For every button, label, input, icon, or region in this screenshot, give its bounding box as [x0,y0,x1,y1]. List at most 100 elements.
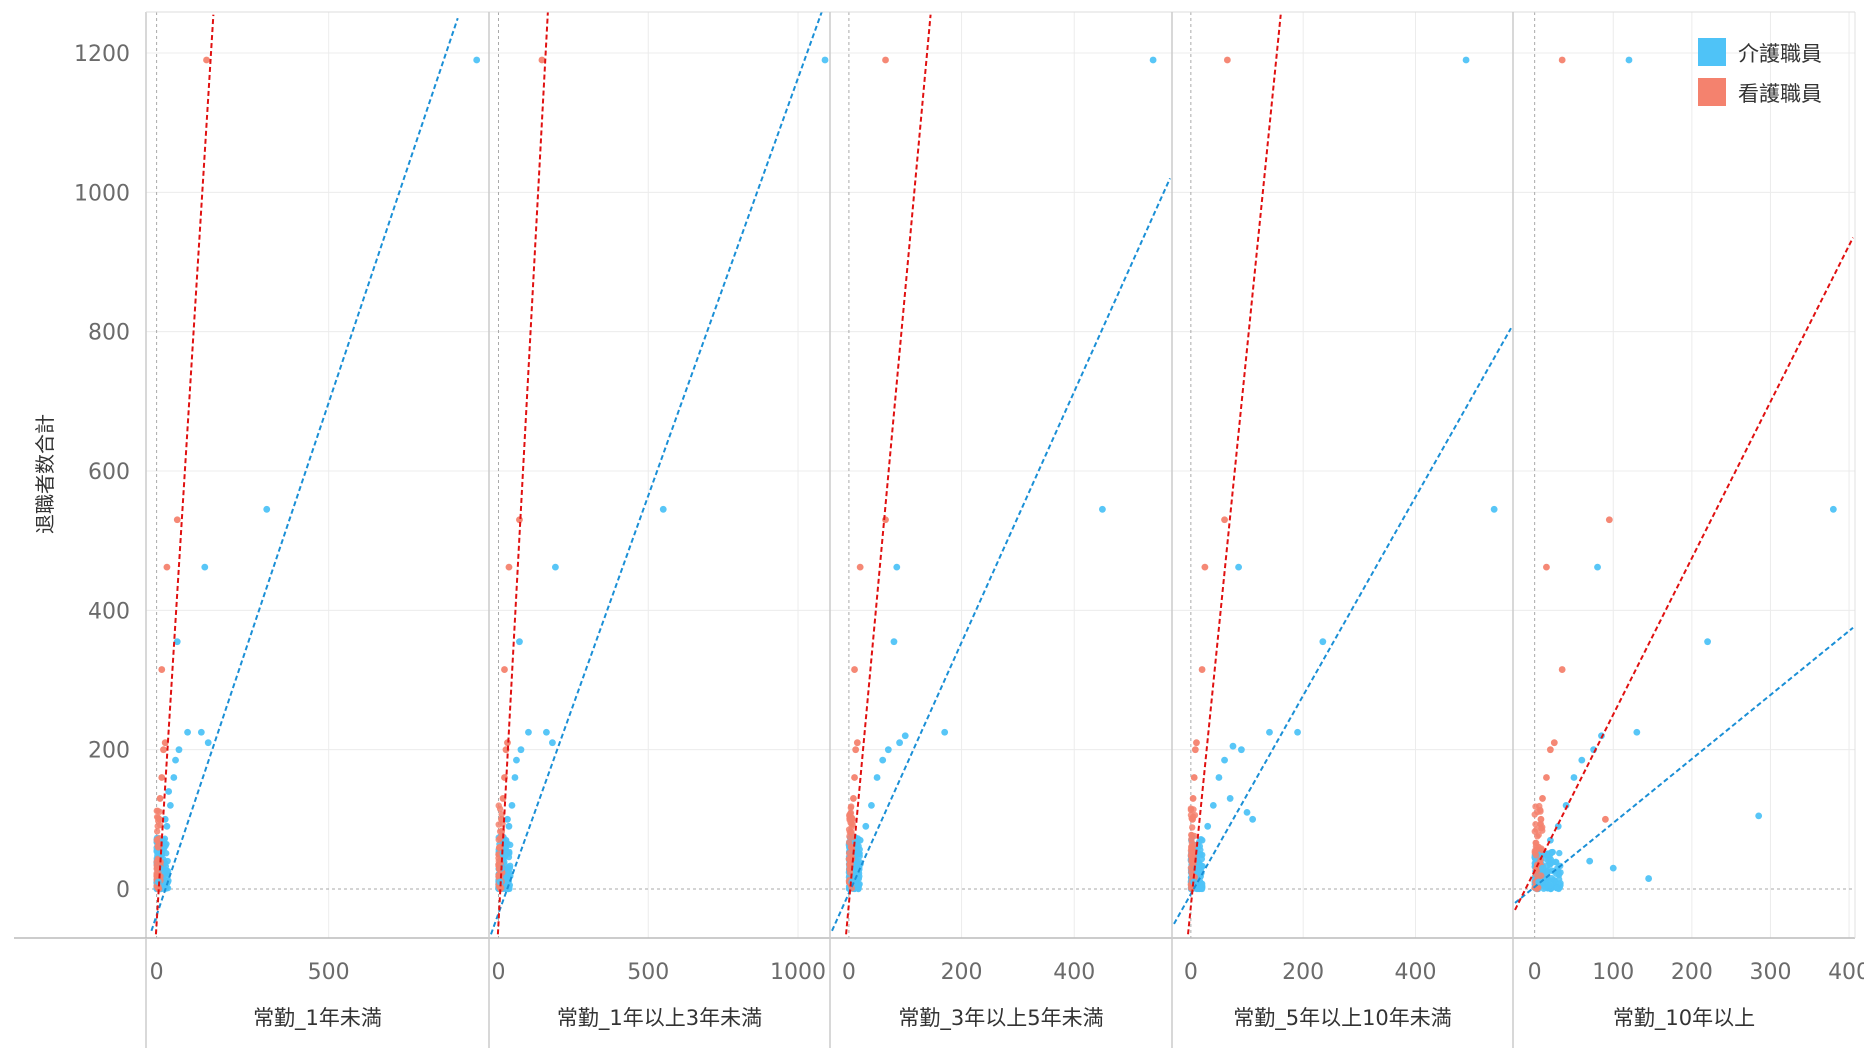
care-point [502,836,510,844]
nurse-point [173,516,181,524]
care-cluster-point [1548,874,1555,882]
nurse-point [156,795,164,802]
care-point [1099,505,1106,513]
care-trendline-p2 [490,12,823,935]
care-point [508,802,516,809]
legend-label-care[interactable]: 介護職員 [1738,42,1822,66]
care-point [513,756,520,764]
care-point [165,788,173,795]
nurse-trendline-p4 [1187,14,1282,935]
care-point [1249,815,1257,823]
legend-label-nurse[interactable]: 看護職員 [1738,82,1822,106]
nurse-trendline-p5 [1514,237,1854,911]
care-point [1229,742,1237,750]
panel-title-5: 常勤_10年以上 [1613,1006,1755,1031]
nurse-point [501,666,508,673]
care-point [166,802,174,809]
nurse-point [1189,815,1196,823]
care-point [893,563,901,571]
nurse-point [1539,795,1546,802]
care-point [1215,774,1223,781]
nurse-cluster-point [495,802,502,809]
x-tick-label-p5-300: 300 [1749,960,1791,985]
care-point [1319,638,1327,646]
care-cluster-point [1541,884,1549,891]
x-tick-label-p4-400: 400 [1395,960,1437,985]
care-point [172,756,179,764]
care-point [1195,850,1203,858]
axes-layer [14,11,1856,1048]
care-point [1221,756,1228,764]
care-point [1633,728,1641,736]
care-point [879,756,887,764]
care-trendline-p5 [1514,626,1854,904]
care-cluster-point [1547,856,1555,863]
y-tick-label-1000: 1000 [74,181,130,206]
nurse-trendline-p3 [845,14,932,935]
nurse-point [1601,815,1609,823]
panel-trends-3 [831,14,1171,935]
zero-reference-layer [146,12,1855,938]
care-point [549,739,556,747]
care-point [659,505,667,513]
x-tick-label-p3-0: 0 [842,960,856,985]
care-point [204,739,212,747]
nurse-cluster-point [1534,808,1541,816]
x-tick-label-p4-0: 0 [1184,960,1198,985]
nurse-cluster-point [155,885,163,892]
nurse-cluster-point [1187,806,1195,814]
care-trendline-p1 [150,17,459,932]
nurse-point [848,815,856,823]
care-cluster-point [1555,871,1563,879]
care-point [1578,756,1586,764]
care-point [1829,505,1837,513]
nurse-point [1550,739,1558,747]
legend-swatch-nurse[interactable] [1698,78,1726,106]
nurse-point [1221,516,1228,524]
y-tick-label-0: 0 [116,878,130,903]
panel-title-3: 常勤_3年以上5年未満 [898,1006,1103,1031]
care-point [525,728,532,736]
nurse-point [1537,815,1545,823]
nurse-cluster-point [495,821,502,828]
legend[interactable]: 介護職員 看護職員 [1698,38,1822,106]
x-tick-label-p2-0: 0 [491,960,505,985]
care-point [821,56,829,64]
care-cluster-point [856,873,863,880]
y-axis-label: 退職者数合計 [33,414,57,534]
care-cluster-point [1546,861,1554,868]
care-point [1209,802,1217,809]
nurse-point [1543,563,1550,571]
nurse-point [851,666,858,673]
nurse-point [847,843,855,851]
nurse-point [851,774,858,781]
y-tick-label-400: 400 [88,599,130,624]
nurse-point [154,843,162,851]
y-tick-label-200: 200 [88,739,130,764]
care-point [1238,746,1245,754]
panel-title-1: 常勤_1年未満 [253,1006,382,1031]
nurse-point [505,563,513,571]
care-cluster-point [507,841,514,849]
care-point [1594,563,1601,571]
care-point [505,822,513,830]
care-point [1235,563,1242,571]
legend-swatch-care[interactable] [1698,38,1726,66]
nurse-point [1223,56,1231,64]
care-point [504,815,511,823]
care-point [1198,836,1206,844]
care-point [941,728,949,736]
care-point [173,638,181,646]
nurse-cluster-point [1534,833,1541,840]
x-tick-label-p5-400: 400 [1828,960,1864,985]
nurse-cluster-point [1188,832,1195,839]
nurse-point [1201,563,1209,571]
nurse-trendline-p1 [154,14,215,935]
care-point [170,774,178,781]
panel-points-2 [495,56,829,893]
y-tick-label-600: 600 [88,460,130,485]
nurse-point [203,56,210,64]
nurse-point [1558,666,1566,673]
nurse-point [161,739,169,747]
